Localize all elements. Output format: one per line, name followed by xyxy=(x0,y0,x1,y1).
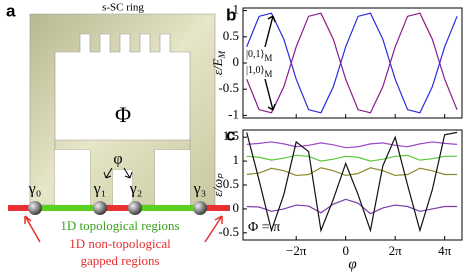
x-tick-label: −2π xyxy=(286,243,307,258)
phase-arrows xyxy=(103,167,133,179)
annotation-arrow xyxy=(264,78,276,111)
y-tick-label: 1 xyxy=(233,2,240,17)
y-tick-label: 0.5 xyxy=(223,176,239,191)
sub-label: |1,0⟩M xyxy=(246,65,272,79)
series-line xyxy=(246,131,458,233)
topological-segment xyxy=(135,205,200,211)
label-main: |1,0⟩ xyxy=(246,65,265,76)
y-tick-label: 0.5 xyxy=(223,28,239,43)
series-line xyxy=(246,198,458,215)
majorana-sites xyxy=(28,201,207,215)
y-axis-label: ε/ωₚ xyxy=(210,173,225,197)
nontopological-legend: gapped regions xyxy=(80,253,159,268)
wire xyxy=(8,205,230,211)
junction-gap xyxy=(113,170,132,205)
series-line xyxy=(246,12,458,114)
topological-legend: 1D topological regions xyxy=(60,218,179,233)
label-subscript: M xyxy=(217,50,227,59)
y-tick-label: -1 xyxy=(228,106,239,121)
series-line xyxy=(246,141,458,149)
y-tick-label: 1.5 xyxy=(223,128,239,143)
region-arrows xyxy=(24,215,223,243)
topological-segment xyxy=(35,205,100,211)
label-main: ε/E xyxy=(210,58,225,75)
majorana-label: γ₀ xyxy=(28,181,42,198)
series-line xyxy=(246,12,458,114)
annotation: Φ = π xyxy=(248,220,280,235)
sub-label: ε/EM xyxy=(210,50,227,75)
majorana-label: γ₃ xyxy=(193,181,207,198)
series-line xyxy=(246,154,458,162)
sub-label: |0,1⟩M xyxy=(246,49,272,63)
ring-label: s-SC ring xyxy=(102,2,144,14)
panel-label: b xyxy=(226,5,236,24)
x-tick-label: 2π xyxy=(389,243,403,258)
majorana-label: γ₂ xyxy=(129,181,143,198)
panel-label: c xyxy=(226,125,235,144)
phase-label: φ xyxy=(113,151,122,168)
ring-hole xyxy=(55,150,90,205)
label-subscript: M xyxy=(264,53,272,63)
majorana-label: γ₁ xyxy=(93,181,107,198)
label-subscript: M xyxy=(264,69,272,79)
flux-label: Φ xyxy=(115,102,131,127)
series-line xyxy=(246,167,458,177)
plot-frame xyxy=(242,7,463,119)
y-tick-label: -0.5 xyxy=(218,80,239,95)
y-tick-label: 1 xyxy=(233,152,240,167)
y-tick-label: 0 xyxy=(233,54,240,69)
annotation-arrow xyxy=(264,15,276,48)
label-main: |0,1⟩ xyxy=(246,49,265,60)
y-tick-label: 0 xyxy=(233,200,240,215)
x-tick-label: 4π xyxy=(438,243,452,258)
nontopological-legend: 1D non-topological xyxy=(69,236,171,251)
x-axis-label: φ xyxy=(348,256,356,272)
x-tick-label: 0 xyxy=(342,243,349,258)
panel-label: a xyxy=(6,1,16,20)
y-tick-label: -0.5 xyxy=(218,224,239,239)
ring-hole xyxy=(155,150,190,205)
